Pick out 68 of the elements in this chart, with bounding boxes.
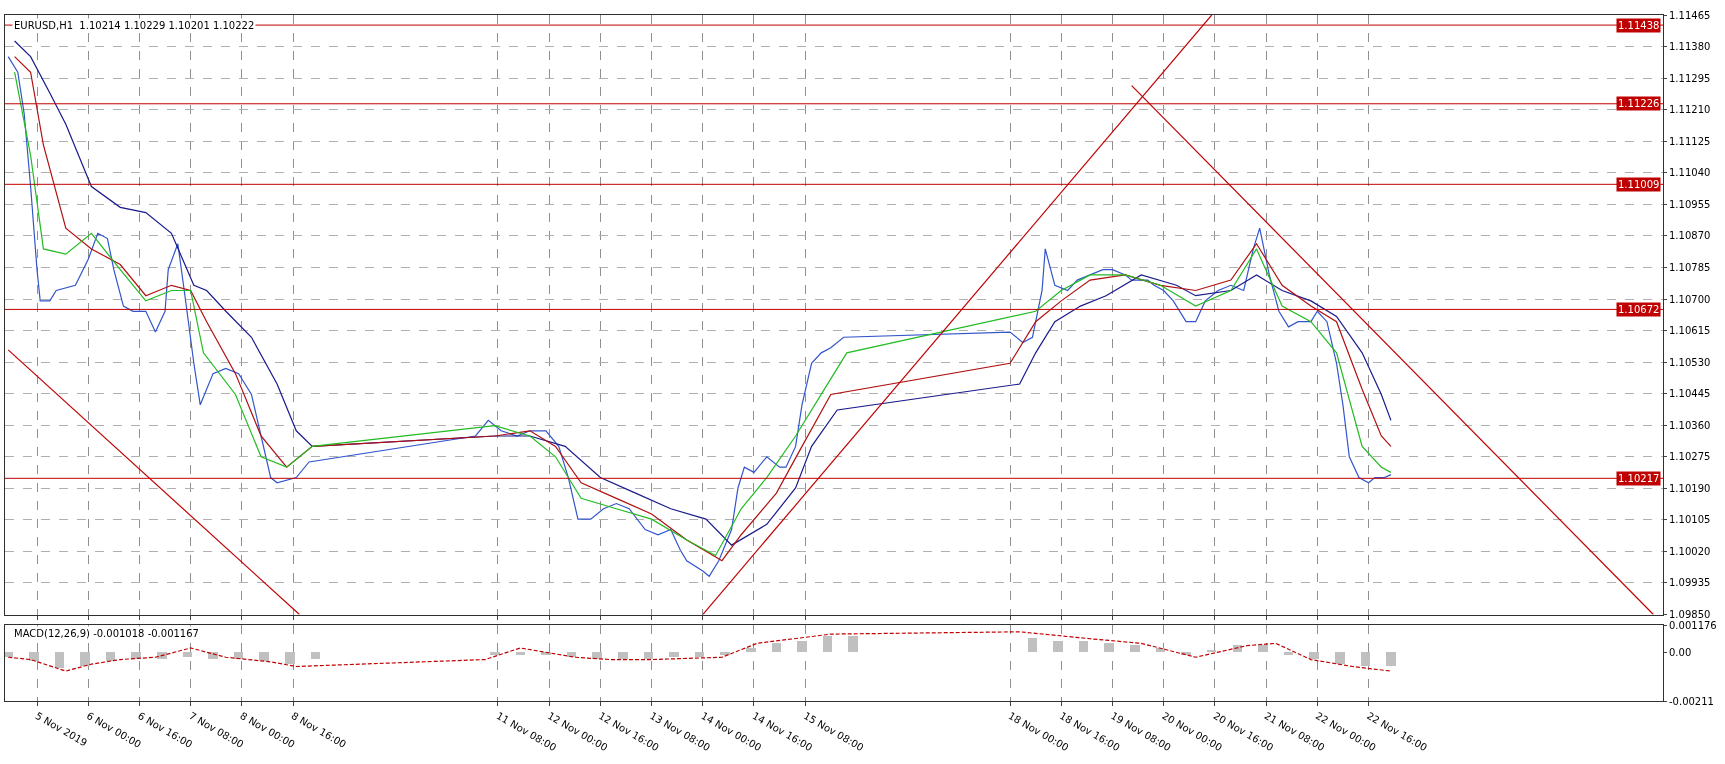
y-tick-label: 1.11295 bbox=[1669, 72, 1711, 84]
bar bbox=[720, 652, 730, 656]
y-tick-label: 1.10275 bbox=[1669, 451, 1711, 463]
y-tick-label: 1.10530 bbox=[1669, 356, 1711, 368]
bar bbox=[746, 648, 756, 653]
bar bbox=[1284, 652, 1293, 656]
y-tick-label: 1.11380 bbox=[1669, 41, 1711, 53]
bar bbox=[29, 652, 39, 662]
y-tick-label: 0.00 bbox=[1669, 647, 1692, 659]
ref-line-label: 1.11226 bbox=[1618, 98, 1660, 109]
bar bbox=[5, 652, 13, 658]
bar bbox=[1361, 652, 1370, 667]
bar bbox=[80, 652, 90, 667]
y-tick-label: 1.10870 bbox=[1669, 230, 1711, 242]
bar bbox=[55, 652, 64, 669]
bar bbox=[1079, 641, 1088, 653]
bar bbox=[1309, 652, 1319, 660]
bar bbox=[1386, 652, 1396, 667]
y-tick-label: 1.11210 bbox=[1669, 104, 1711, 116]
y-tick-label: 0.001176 bbox=[1669, 619, 1717, 631]
bar bbox=[1207, 650, 1216, 653]
bar bbox=[772, 643, 781, 653]
line-series bbox=[7, 631, 1392, 672]
bar bbox=[1258, 645, 1268, 653]
ref-line-label: 1.10217 bbox=[1618, 473, 1660, 484]
bar bbox=[157, 652, 167, 660]
y-tick-label: 1.11125 bbox=[1669, 135, 1711, 147]
y-tick-label: 1.10360 bbox=[1669, 419, 1711, 431]
y-tick-label: 1.10700 bbox=[1669, 293, 1711, 305]
bar bbox=[106, 652, 115, 662]
y-tick-label: 1.10020 bbox=[1669, 545, 1711, 557]
y-tick-label: 1.10615 bbox=[1669, 325, 1711, 337]
y-tick-label: 1.09935 bbox=[1669, 577, 1711, 589]
bar bbox=[490, 652, 500, 656]
bar bbox=[823, 636, 832, 653]
y-tick-label: 1.10105 bbox=[1669, 514, 1711, 526]
y-tick-label: 1.11465 bbox=[1669, 9, 1711, 21]
bar bbox=[644, 652, 653, 660]
y-tick-label: 1.10955 bbox=[1669, 198, 1711, 210]
bar bbox=[669, 652, 679, 658]
y-tick-label: 1.11040 bbox=[1669, 167, 1711, 179]
chart-title: MACD(12,26,9) -0.001018 -0.001167 bbox=[14, 628, 199, 639]
y-tick-label: 1.10190 bbox=[1669, 482, 1711, 494]
text: EURUSD,H1 1.10214 1.10229 1.10201 1.10222 bbox=[14, 20, 255, 31]
bar bbox=[618, 652, 628, 660]
y-tick-label: 1.10785 bbox=[1669, 261, 1711, 273]
ref-line-label: 1.10672 bbox=[1618, 304, 1660, 315]
bar bbox=[1335, 652, 1345, 665]
bar bbox=[848, 636, 858, 653]
ref-line-label: 1.11009 bbox=[1618, 179, 1660, 190]
bar bbox=[1130, 645, 1140, 653]
bar bbox=[1053, 641, 1063, 653]
y-tick-label: 1.09850 bbox=[1669, 609, 1711, 621]
bar bbox=[797, 641, 807, 653]
bar bbox=[695, 652, 704, 658]
bar bbox=[567, 652, 576, 658]
y-tick-label: 1.10445 bbox=[1669, 388, 1711, 400]
bar bbox=[285, 652, 295, 665]
ref-line-label: 1.11438 bbox=[1618, 20, 1660, 31]
bar bbox=[234, 652, 243, 660]
bar bbox=[516, 652, 525, 656]
bar bbox=[311, 652, 320, 660]
bar bbox=[183, 652, 192, 658]
bar bbox=[1104, 643, 1114, 653]
bar bbox=[259, 652, 269, 662]
bar bbox=[1028, 638, 1037, 653]
y-tick-label: -0.00211 bbox=[1669, 695, 1714, 707]
bar bbox=[592, 652, 602, 660]
